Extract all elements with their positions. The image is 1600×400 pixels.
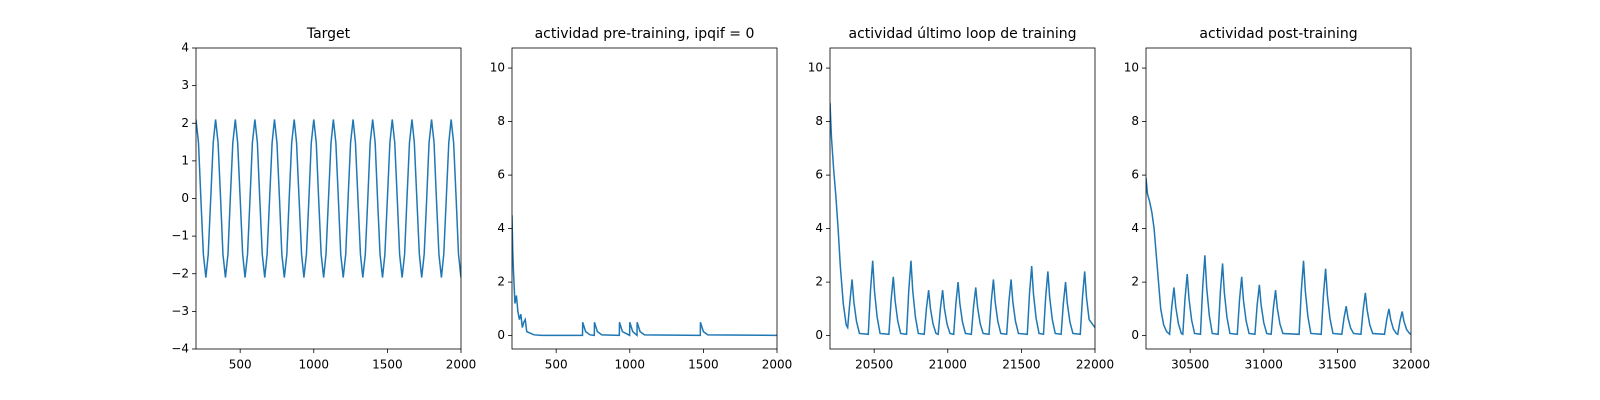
y-tick-label: −1 [171,229,189,243]
x-tick-label: 21500 [1002,358,1040,372]
x-tick-label: 31500 [1318,358,1356,372]
y-tick-label: 1 [181,153,189,167]
y-tick-label: 4 [1131,221,1139,235]
chart-title: Target [306,26,351,42]
data-line [512,215,777,337]
axes-frame [829,47,1096,350]
y-tick-label: 10 [808,61,823,75]
x-tick-label: 31000 [1245,358,1283,372]
chart-title: actividad post-training [1199,26,1357,42]
data-line [1146,177,1411,336]
data-line [196,119,461,278]
y-tick-label: 2 [181,116,189,130]
y-tick-label: 4 [497,221,505,235]
x-tick-label: 32000 [1392,358,1430,372]
y-tick-label: 8 [497,114,505,128]
chart-title: actividad último loop de training [849,26,1077,42]
y-tick-label: 6 [497,168,505,182]
x-tick-label: 30500 [1171,358,1209,372]
y-tick-label: 0 [1131,328,1139,342]
y-tick-label: 0 [497,328,505,342]
y-tick-label: 8 [1131,114,1139,128]
y-tick-label: 6 [815,168,823,182]
y-tick-label: 6 [1131,168,1139,182]
x-tick-label: 20500 [855,358,893,372]
y-tick-label: 10 [1124,61,1139,75]
x-tick-label: 2000 [762,358,793,372]
y-tick-label: 2 [497,275,505,289]
y-tick-label: 2 [1131,275,1139,289]
axes-frame [511,47,778,350]
x-tick-label: 22000 [1076,358,1114,372]
y-tick-label: 3 [181,78,189,92]
y-tick-label: 0 [815,328,823,342]
y-tick-label: 10 [490,61,505,75]
axes-frame [1145,47,1412,350]
x-tick-label: 21000 [929,358,967,372]
chart-title: actividad pre-training, ipqif = 0 [535,26,755,42]
x-tick-label: 500 [545,358,568,372]
y-tick-label: −4 [171,342,189,356]
y-tick-label: 8 [815,114,823,128]
x-tick-label: 1000 [299,358,330,372]
x-tick-label: 500 [229,358,252,372]
y-tick-label: −2 [171,266,189,280]
y-tick-label: 4 [815,221,823,235]
data-line [830,102,1095,336]
y-tick-label: 2 [815,275,823,289]
axes-frame [195,47,462,350]
x-tick-label: 2000 [446,358,477,372]
y-tick-label: 4 [181,41,189,55]
x-tick-label: 1500 [372,358,403,372]
y-tick-label: 0 [181,191,189,205]
x-tick-label: 1500 [688,358,719,372]
y-tick-label: −3 [171,304,189,318]
x-tick-label: 1000 [615,358,646,372]
